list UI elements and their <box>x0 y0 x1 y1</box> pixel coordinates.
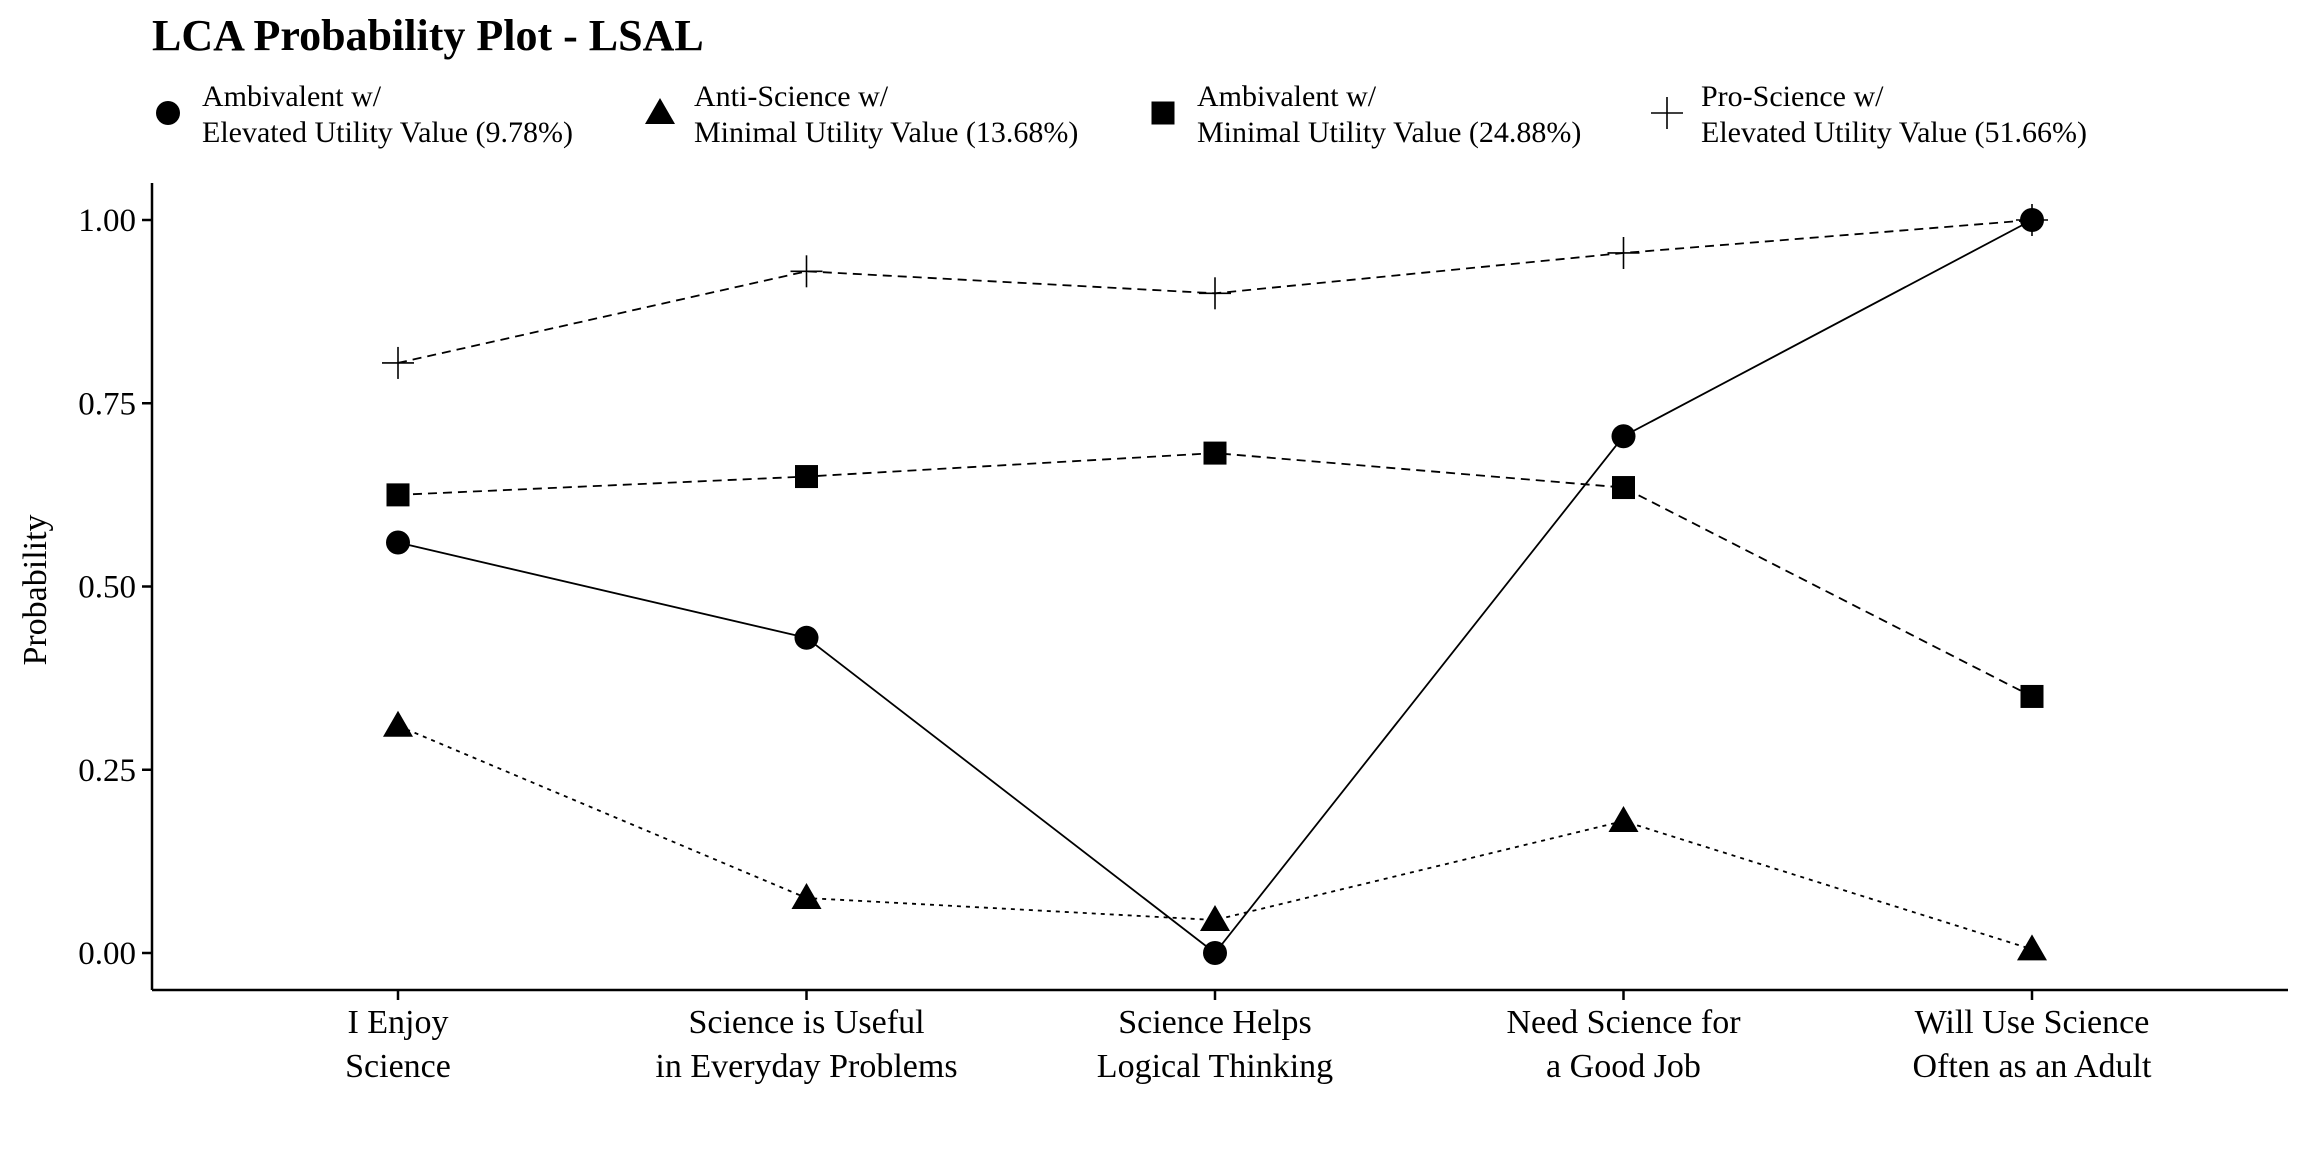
data-point-square <box>386 483 410 507</box>
legend-label: Ambivalent w/Minimal Utility Value (24.8… <box>1197 80 1581 149</box>
series-line <box>397 724 2033 951</box>
series-2 <box>383 710 2047 961</box>
data-point-triangle <box>791 883 822 910</box>
legend-item: Ambivalent w/Elevated Utility Value (9.7… <box>156 80 573 149</box>
chart-title: LCA Probability Plot - LSAL <box>152 11 704 60</box>
data-point-triangle <box>1608 806 1639 833</box>
legend-label: Anti-Science w/Minimal Utility Value (13… <box>694 80 1078 149</box>
y-axis-label: Probability <box>17 514 54 665</box>
legend-item: Ambivalent w/Minimal Utility Value (24.8… <box>1151 80 1581 149</box>
series-line <box>397 452 2033 698</box>
series-line <box>397 219 2033 955</box>
data-point-triangle <box>2017 934 2047 961</box>
x-tick-label: Will Use Science Often as an Adult <box>1913 1004 2152 1085</box>
data-point-cross <box>1199 277 1231 310</box>
data-point-triangle <box>1200 905 1230 932</box>
legend-item: Pro-Science w/Elevated Utility Value (51… <box>1651 80 2087 149</box>
series-3 <box>386 441 2044 708</box>
data-point-circle <box>794 625 819 650</box>
data-point-triangle <box>383 710 413 737</box>
series-4 <box>382 204 2048 379</box>
legend: Ambivalent w/Elevated Utility Value (9.7… <box>156 80 2087 149</box>
data-point-circle <box>1611 424 1636 449</box>
series-layer <box>382 204 2048 965</box>
data-point-circle <box>386 530 410 555</box>
series-1 <box>386 208 2044 965</box>
data-point-cross <box>790 255 823 288</box>
legend-item: Anti-Science w/Minimal Utility Value (13… <box>645 80 1078 149</box>
x-tick-label: I Enjoy Science <box>345 1004 451 1085</box>
data-point-square <box>2020 684 2044 708</box>
y-tick-label: 0.75 <box>78 386 136 422</box>
x-tick-label: Science Helps Logical Thinking <box>1097 1004 1333 1085</box>
legend-key-triangle <box>645 98 675 124</box>
x-tick-label: Need Science for a Good Job <box>1506 1004 1741 1085</box>
legend-label: Ambivalent w/Elevated Utility Value (9.7… <box>202 80 573 149</box>
data-point-cross <box>1607 236 1640 269</box>
data-point-square <box>795 465 818 489</box>
legend-key-cross <box>1651 97 1683 129</box>
legend-key-square <box>1151 101 1175 125</box>
data-point-cross <box>2016 204 2048 236</box>
axes: 0.00 0.25 0.50 0.75 1.00 I Enjoy Science Scienc… <box>78 183 2288 1085</box>
data-point-cross <box>382 346 414 379</box>
y-tick-label: 0.25 <box>78 753 136 789</box>
legend-label: Pro-Science w/Elevated Utility Value (51… <box>1701 80 2087 149</box>
legend-key-circle <box>156 101 180 125</box>
data-point-circle <box>1203 941 1227 965</box>
x-tick-label: Science is Useful in Everyday Problems <box>655 1004 957 1085</box>
y-tick-label: 1.00 <box>78 203 136 239</box>
data-point-square <box>1612 476 1635 500</box>
data-point-square <box>1203 441 1227 465</box>
y-tick-label: 0.50 <box>78 570 136 606</box>
y-tick-label: 0.00 <box>78 936 136 972</box>
